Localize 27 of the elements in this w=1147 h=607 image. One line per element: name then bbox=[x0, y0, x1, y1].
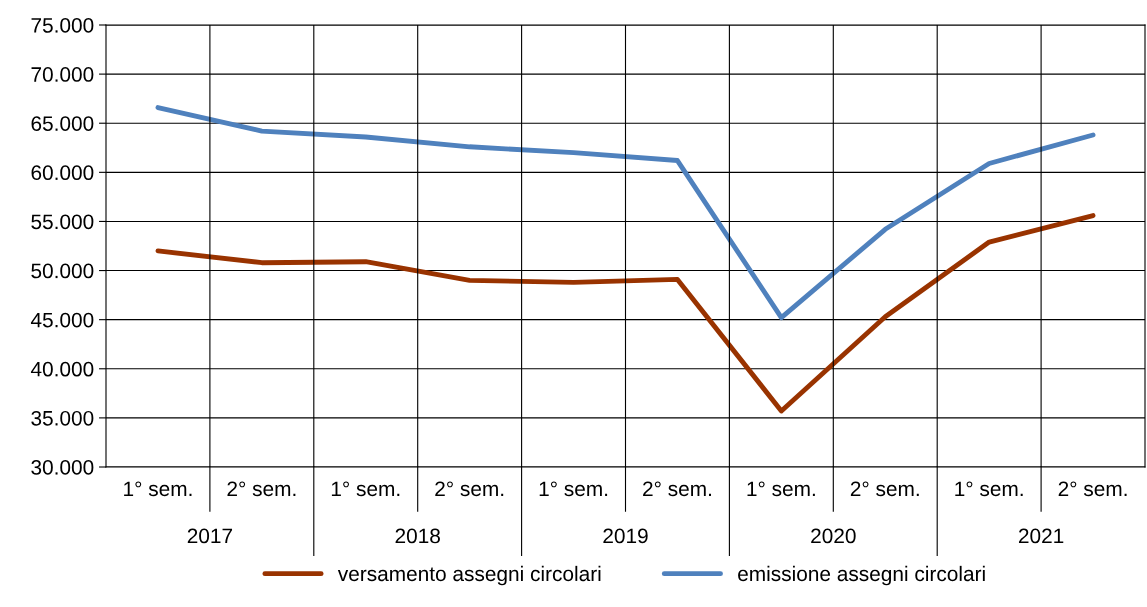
x-tick-label: 2° sem. bbox=[1058, 481, 1127, 497]
y-tick-label: 65.000 bbox=[31, 116, 94, 131]
y-tick-label: 75.000 bbox=[31, 18, 94, 33]
y-tick-label: 30.000 bbox=[31, 460, 94, 475]
legend-label: emissione assegni circolari bbox=[738, 565, 985, 586]
x-tick-label: 1° sem. bbox=[747, 481, 815, 497]
y-tick-label: 45.000 bbox=[30, 312, 94, 328]
x-tick-label: 1° sem. bbox=[124, 481, 192, 497]
x-tick-label: 2° sem. bbox=[850, 481, 919, 497]
x-tick-label: 2° sem. bbox=[435, 481, 504, 497]
y-tick-label: 60.000 bbox=[31, 165, 94, 181]
x-tick-label: 1° sem. bbox=[331, 481, 400, 497]
text: 2017 bbox=[187, 528, 233, 544]
legend-label: versamento assegni circolari bbox=[337, 565, 601, 586]
y-tick-label: 50.000 bbox=[31, 263, 94, 279]
x-tick-label: 1° sem. bbox=[539, 481, 608, 497]
y-tick-label: 55.000 bbox=[31, 214, 94, 230]
text: 2019 bbox=[603, 528, 648, 544]
y-tick-label: 70.000 bbox=[31, 67, 94, 82]
x-tick-label: 2° sem. bbox=[227, 481, 296, 497]
text: 2018 bbox=[395, 528, 440, 544]
text: 2021 bbox=[1018, 528, 1064, 544]
x-tick-label: 2° sem. bbox=[643, 481, 711, 497]
y-tick-label: 40.000 bbox=[30, 361, 94, 377]
y-tick-label: 35.000 bbox=[31, 410, 94, 426]
text: 2020 bbox=[811, 528, 856, 544]
x-tick-label: 1° sem. bbox=[955, 481, 1023, 497]
